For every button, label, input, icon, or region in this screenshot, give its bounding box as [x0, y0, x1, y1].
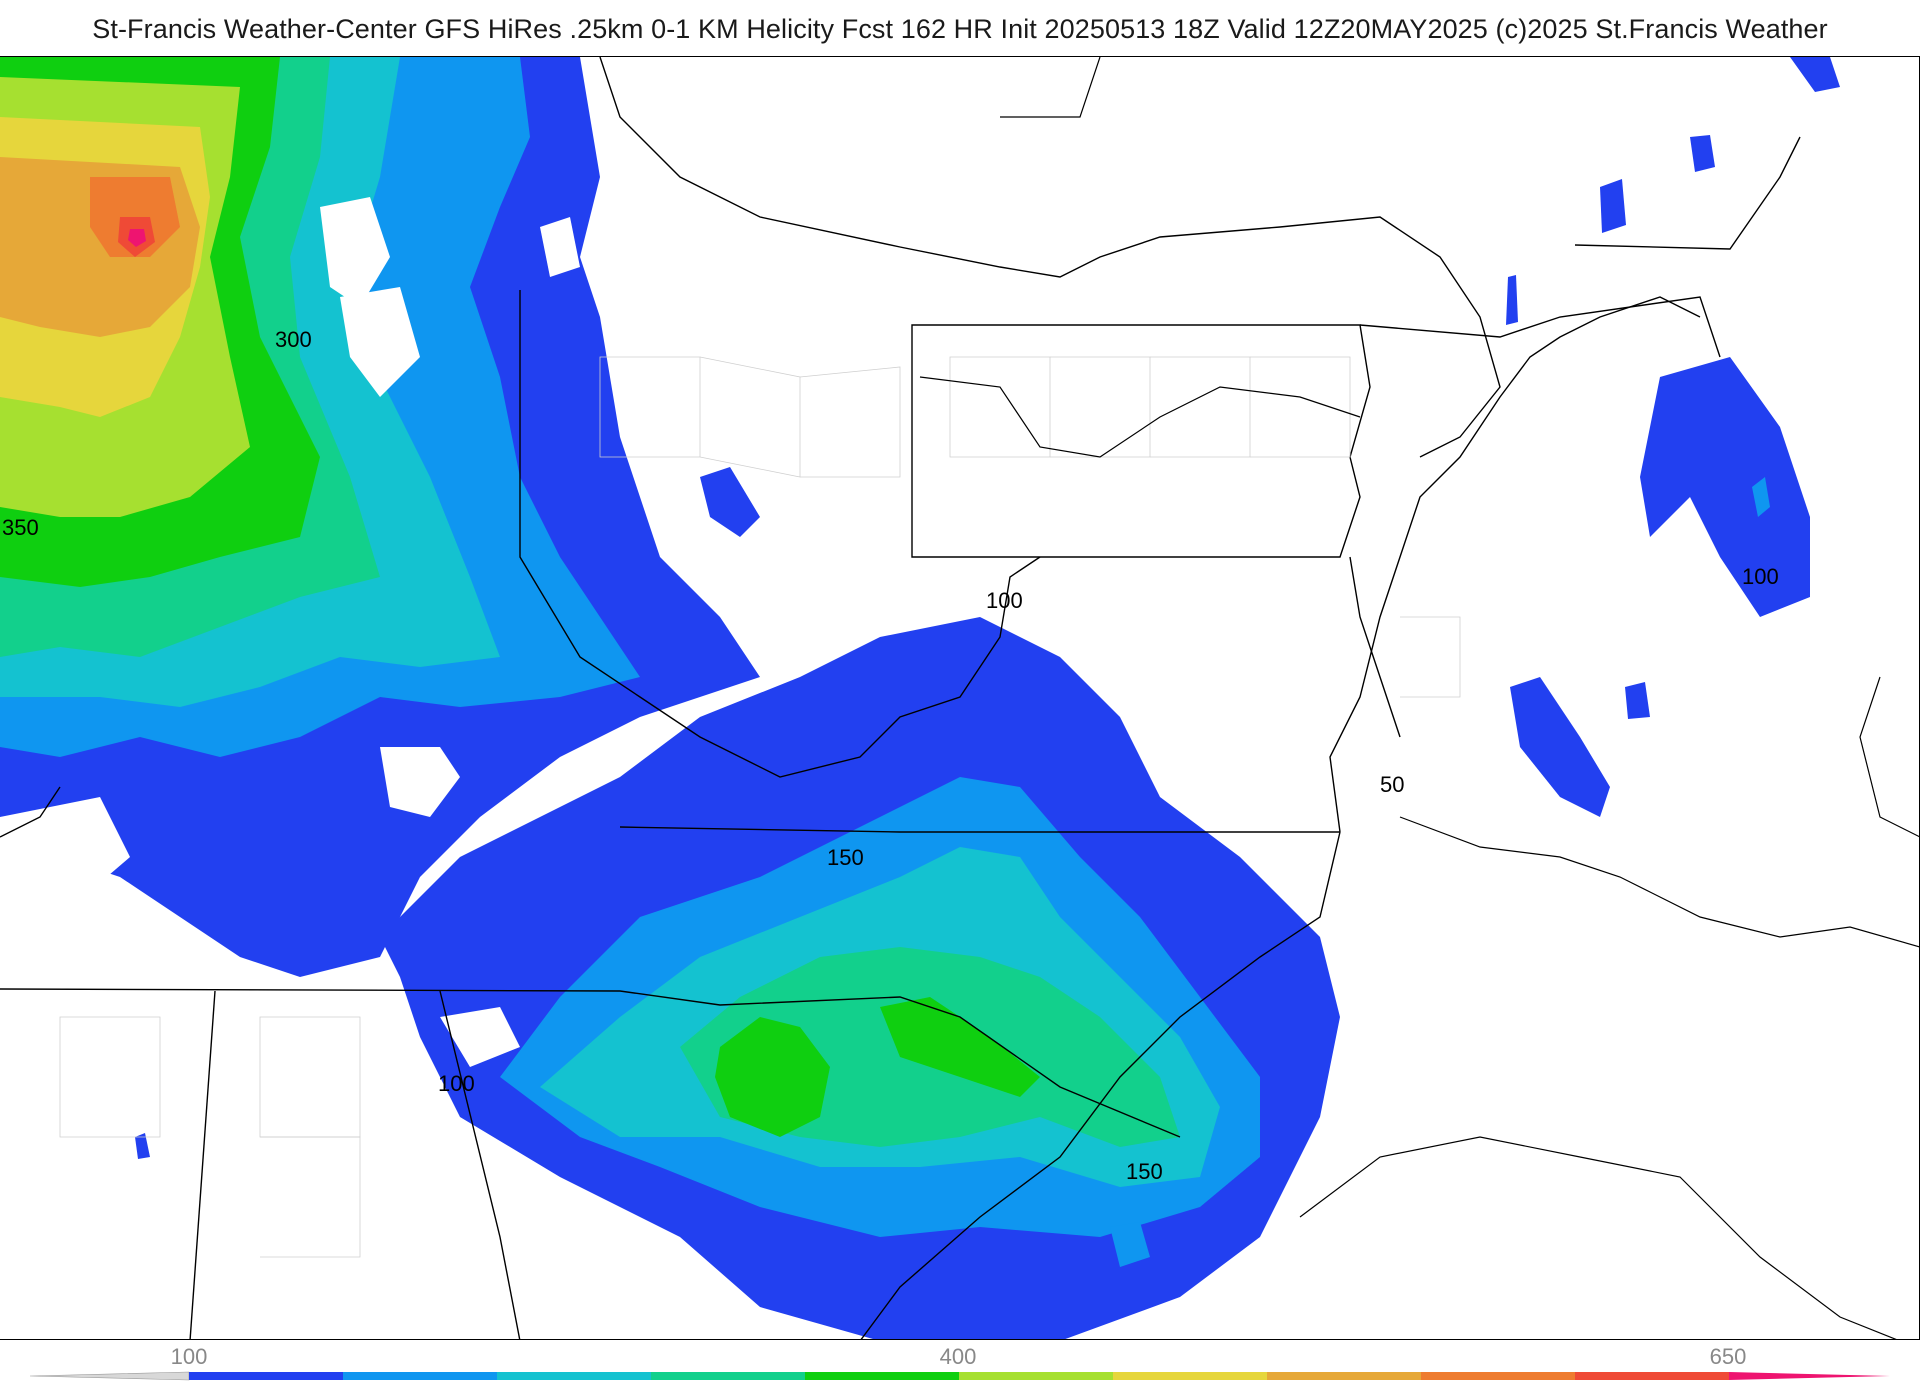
border-new-england — [1574, 136, 1801, 250]
contour-label-100-ga: 100 — [438, 1071, 475, 1096]
fill-blue-alabama — [135, 1133, 150, 1159]
fill-blue-atlantic-1 — [1640, 357, 1810, 617]
helicity-fill-northeast — [135, 57, 1840, 1267]
fill-blue-ne-3 — [1506, 275, 1518, 325]
helicity-fill-carolinas — [380, 617, 1340, 1339]
fill-blue-ne-4 — [1790, 57, 1840, 92]
map-title: St-Francis Weather-Center GFS HiRes .25k… — [92, 14, 1828, 44]
clear-patch-6 — [440, 1007, 520, 1067]
fill-blue-ne-2 — [1600, 179, 1626, 233]
contour-label-350: 350 — [2, 515, 39, 540]
colorbar-tick-400: 400 — [939, 1344, 977, 1369]
border-tn-south — [0, 988, 1181, 1138]
contour-label-layer: 300 350 100 150 100 150 100 50 — [2, 327, 1779, 1184]
contour-label-50: 50 — [1380, 772, 1404, 797]
contour-50-south — [1299, 1136, 1897, 1339]
colorbar-segment — [1113, 1372, 1267, 1380]
fill-blue-atlantic-2 — [1510, 677, 1610, 817]
clear-patch-2 — [540, 217, 580, 277]
colorbar-strip — [29, 1371, 1890, 1381]
colorbar-right-tail — [1729, 1372, 1890, 1380]
fill-blue-ohio — [700, 467, 760, 537]
clear-patch-5 — [0, 797, 130, 937]
county-lines — [59, 356, 1461, 1258]
fill-blue-ne-1 — [1690, 135, 1715, 172]
clear-patch-4 — [380, 747, 460, 817]
clear-patch-1 — [320, 197, 390, 307]
contour-label-100-va: 100 — [986, 588, 1023, 613]
border-ohio-river — [519, 290, 1041, 778]
state-borders — [0, 57, 1801, 1339]
border-alabama — [189, 990, 216, 1339]
colorbar-segment — [1267, 1372, 1421, 1380]
contour-label-150-sc: 150 — [1126, 1159, 1163, 1184]
contour-label-150-va: 150 — [827, 845, 864, 870]
colorbar-tick-100: 100 — [170, 1344, 208, 1369]
border-great-lakes — [599, 57, 1501, 458]
colorbar-segment — [1421, 1372, 1575, 1380]
colorbar-segment — [189, 1372, 343, 1380]
colorbar-segment — [497, 1372, 651, 1380]
clear-patch-3 — [340, 287, 420, 397]
colorbar-tick-650: 650 — [1709, 1344, 1747, 1369]
contour-label-300: 300 — [275, 327, 312, 352]
contour-50-atl-east — [1859, 676, 1919, 838]
helicity-fill-midwest — [0, 57, 760, 977]
border-pennsylvania — [911, 324, 1371, 558]
fill-green-carolinas-b — [880, 997, 1040, 1097]
fill-magenta-midwest — [128, 229, 146, 247]
border-georgia — [439, 990, 521, 1339]
contour-50-atlantic — [1399, 816, 1919, 948]
border-va-nc — [619, 826, 1340, 833]
fill-blue-sc-coast — [1110, 1222, 1150, 1267]
map-canvas: 300 350 100 150 100 150 100 50 — [0, 57, 1919, 1339]
contour-lines — [919, 57, 1919, 1339]
contour-50-north — [1000, 57, 1101, 118]
border-kentucky-west — [0, 786, 61, 838]
contour-50-pa — [919, 376, 1361, 458]
colorbar-segment — [651, 1372, 805, 1380]
helicity-map: 300 350 100 150 100 150 100 50 — [0, 56, 1920, 1340]
colorbar-segment — [343, 1372, 497, 1380]
border-carolina-coast — [860, 831, 1341, 1339]
border-delmarva — [1349, 556, 1401, 738]
border-ny-ne — [1359, 296, 1721, 358]
border-coastline — [1329, 296, 1701, 833]
contour-label-100-atlantic: 100 — [1742, 564, 1779, 589]
fill-green-carolinas-a — [715, 1017, 830, 1137]
colorbar-segment — [1575, 1372, 1729, 1380]
colorbar-segment — [959, 1372, 1113, 1380]
fill-blue-atlantic-3 — [1625, 682, 1650, 719]
fill-lightblue-atlantic-1 — [1752, 477, 1770, 517]
colorbar-segment — [805, 1372, 959, 1380]
colorbar-left-tail — [29, 1371, 190, 1381]
colorbar: 100 400 650 — [0, 1340, 1920, 1400]
